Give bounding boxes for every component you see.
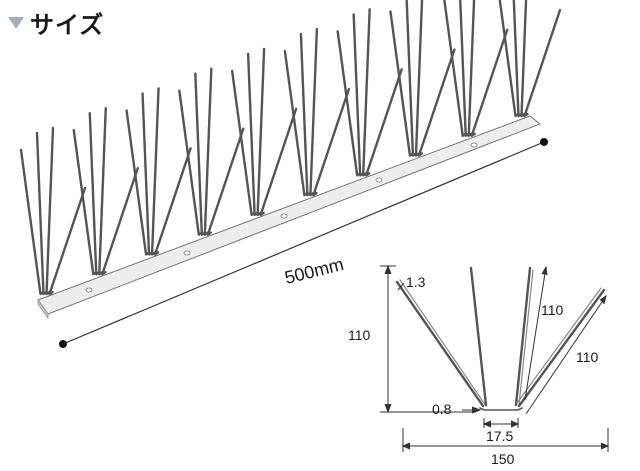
spike-wire (309, 27, 319, 197)
spike-wire (467, 0, 476, 137)
section-header: サイズ (8, 4, 104, 40)
spike-wire (470, 28, 509, 137)
bird-spike-strip (19, 0, 562, 320)
triangle-down-icon (8, 17, 24, 29)
cross-section (395, 266, 606, 411)
base-thickness-label: 0.8 (432, 401, 452, 417)
spike-wire (312, 87, 351, 197)
cross-section-labels: 1.3 110 110 110 0.8 17.5 150 (348, 274, 599, 467)
outer-spike-length-label: 110 (576, 349, 599, 365)
spike-wire (45, 126, 55, 296)
section-title: サイズ (30, 11, 105, 39)
base-holes (85, 142, 478, 293)
spike-wire (101, 167, 139, 276)
spike-wire (361, 8, 371, 177)
spike-wire (48, 186, 87, 296)
spike-wire (206, 127, 245, 236)
total-width-label: 150 (491, 451, 515, 467)
spike-wire (153, 147, 192, 256)
spike-wire (364, 68, 403, 177)
spike-wires (19, 0, 562, 296)
base-width-label: 17.5 (486, 428, 513, 444)
spike-wire (259, 107, 298, 217)
inner-spike-length-label: 110 (541, 302, 564, 318)
spike-wire (203, 67, 213, 236)
spike-wire (523, 8, 562, 118)
length-dimension: 500mm (59, 138, 548, 348)
dimension-endpoint-left (59, 340, 67, 348)
spike-wire (414, 0, 424, 157)
cross-section-dimensions (380, 264, 610, 452)
length-label: 500mm (283, 254, 346, 288)
spike-wire (150, 87, 160, 256)
spike-wire (520, 0, 528, 118)
base-strip-side (37, 298, 49, 320)
height-label: 110 (348, 327, 371, 343)
spike-wire (417, 48, 456, 157)
dimension-endpoint-right (540, 138, 548, 146)
wire-diameter-label: 1.3 (406, 274, 426, 290)
spike-wire (256, 47, 266, 217)
spike-wire (98, 107, 107, 276)
